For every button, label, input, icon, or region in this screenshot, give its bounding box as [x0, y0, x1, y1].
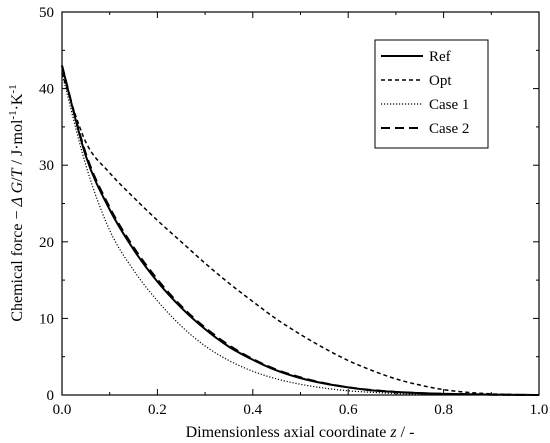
series-line-case-2: [61, 65, 540, 396]
x-tick-label: 0.6: [339, 402, 358, 418]
series-line-case-1: [61, 73, 540, 396]
legend-label: Case 1: [429, 97, 469, 113]
y-tick-label: 40: [39, 82, 54, 98]
y-tick-label: 20: [39, 235, 54, 251]
series-layer: [61, 65, 540, 396]
legend-label: Case 2: [429, 121, 469, 137]
x-tick-label: 0.8: [434, 402, 453, 418]
legend-box: [374, 39, 489, 149]
legend: Ref Opt Case 1 Case 2: [374, 39, 489, 149]
y-tick-label: 10: [39, 311, 54, 327]
legend-label: Opt: [429, 73, 452, 89]
legend-label: Ref: [429, 49, 451, 65]
series-line-opt: [61, 73, 540, 396]
x-tick-label: 0.2: [148, 402, 167, 418]
x-tick-label: 1.0: [530, 402, 549, 418]
y-tick-label: 30: [39, 158, 54, 174]
y-tick-label: 0: [47, 388, 55, 404]
x-tick-label: 0.0: [53, 402, 72, 418]
x-axis-title: Dimensionless axial coordinate z / -: [186, 424, 415, 441]
y-axis-title: Chemical force − Δ G/T / J·mol-1·K-1: [7, 84, 26, 321]
y-tick-label: 50: [39, 5, 54, 21]
x-tick-label: 0.4: [243, 402, 262, 418]
